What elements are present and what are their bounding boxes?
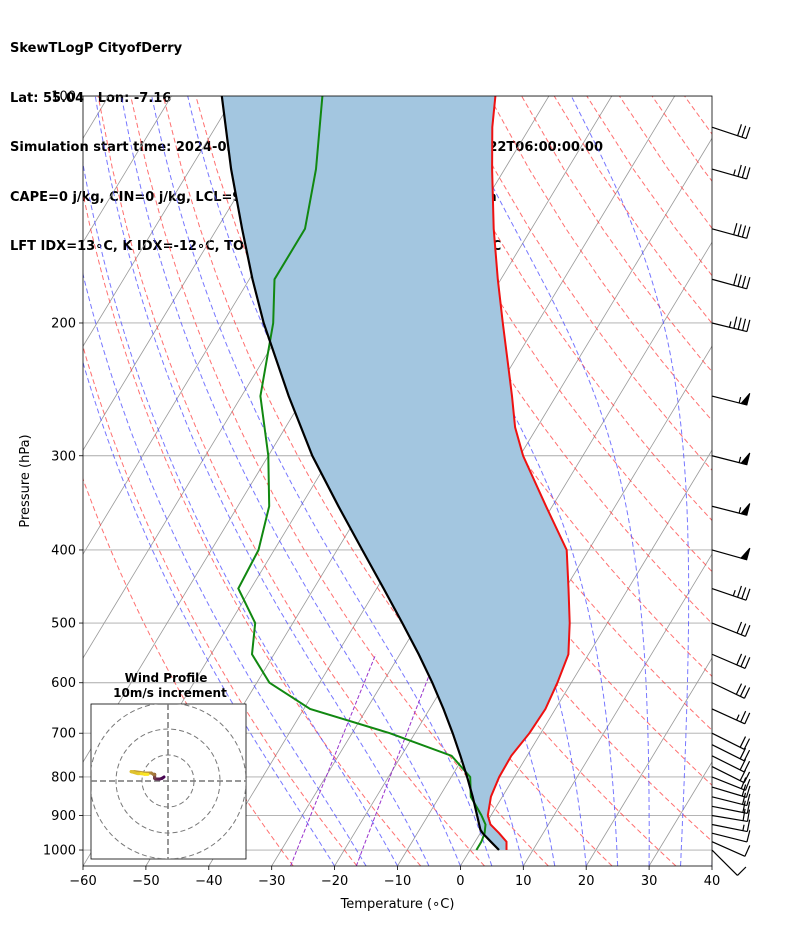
isotherm-line bbox=[648, 761, 712, 866]
isotherm-line bbox=[83, 96, 172, 244]
isotherm-line bbox=[83, 96, 235, 347]
header-station: SkewTLogP CityofDerry bbox=[10, 41, 183, 56]
y-tick-label: 300 bbox=[51, 449, 76, 464]
dewpoint-profile bbox=[237, 96, 487, 851]
wind-barb bbox=[711, 392, 751, 406]
x-tick-label: −10 bbox=[384, 874, 411, 889]
wind-barb bbox=[711, 452, 751, 466]
dry-adiabat-line bbox=[618, 96, 712, 230]
wind-barb bbox=[711, 621, 751, 637]
dry-adiabat-line bbox=[586, 96, 712, 277]
isotherm-line bbox=[585, 657, 712, 866]
y-tick-label: 400 bbox=[51, 543, 76, 558]
moist-adiabat-line bbox=[447, 96, 650, 866]
wind-barb bbox=[711, 830, 751, 843]
isotherm-line bbox=[83, 96, 298, 451]
x-tick-label: −50 bbox=[132, 874, 159, 889]
x-tick-label: −30 bbox=[258, 874, 285, 889]
wind-barb bbox=[711, 124, 751, 140]
isotherm-line bbox=[460, 449, 712, 866]
isotherm-line bbox=[775, 96, 794, 866]
dry-adiabat-line bbox=[358, 96, 712, 625]
inset-title: Wind Profile bbox=[125, 671, 208, 685]
wind-barb bbox=[711, 316, 751, 333]
profile-layer bbox=[220, 96, 571, 851]
wind-barb bbox=[711, 819, 751, 833]
y-tick-label: 800 bbox=[51, 770, 76, 785]
isotherm-line bbox=[334, 241, 712, 866]
wind-barb bbox=[711, 223, 751, 239]
dry-adiabat-line bbox=[83, 191, 422, 866]
wind-barb bbox=[711, 841, 751, 857]
wind-barb bbox=[711, 792, 751, 807]
y-axis-label: Pressure (hPa) bbox=[18, 434, 33, 527]
moist-adiabat-line bbox=[744, 96, 794, 866]
wind-barb bbox=[711, 776, 751, 791]
dry-adiabat-line bbox=[521, 96, 712, 373]
y-tick-label: 900 bbox=[51, 809, 76, 824]
moist-adiabat-line bbox=[94, 96, 430, 866]
wind-barb bbox=[711, 808, 751, 823]
wind-barb bbox=[711, 744, 751, 762]
moist-adiabat-line bbox=[83, 161, 398, 866]
cape-cin-fill-layer bbox=[221, 96, 570, 850]
isotherm-line bbox=[522, 553, 712, 866]
wind-barb-layer bbox=[711, 124, 751, 876]
x-tick-label: 30 bbox=[641, 874, 658, 889]
x-axis-label: Temperature (∘C) bbox=[340, 897, 455, 912]
dry-adiabat-line bbox=[750, 96, 794, 866]
wind-barb bbox=[711, 766, 751, 784]
mixing-ratio-line bbox=[355, 654, 438, 866]
y-tick-label: 1000 bbox=[43, 844, 76, 859]
wind-barb bbox=[711, 800, 751, 814]
moist-adiabat-line bbox=[151, 96, 493, 866]
wind-barb bbox=[711, 164, 751, 180]
wind-barb bbox=[711, 547, 751, 561]
moist-adiabat-line bbox=[570, 96, 690, 866]
dry-adiabat-line bbox=[684, 96, 712, 135]
wind-barb bbox=[711, 708, 751, 725]
y-tick-label: 600 bbox=[51, 676, 76, 691]
y-tick-label: 200 bbox=[51, 316, 76, 331]
x-tick-label: −20 bbox=[321, 874, 348, 889]
parcel-profile bbox=[220, 96, 500, 851]
dry-adiabat-line bbox=[83, 344, 358, 866]
temperature-profile bbox=[486, 96, 571, 850]
dry-adiabat-line bbox=[97, 96, 485, 866]
y-tick-label: 700 bbox=[51, 727, 76, 742]
x-tick-label: 0 bbox=[456, 874, 464, 889]
moist-adiabat-line bbox=[711, 859, 712, 866]
cin-shading bbox=[221, 96, 570, 850]
wind-barb bbox=[711, 273, 751, 290]
dry-adiabat-line bbox=[390, 96, 712, 573]
x-tick-label: 40 bbox=[704, 874, 721, 889]
axis-layer: −60 −50 −40 −30 −20 −10 0 10 20 30 40 1000 900 800 700… bbox=[43, 90, 720, 890]
wind-barb bbox=[711, 732, 751, 750]
wind-barb bbox=[711, 585, 751, 601]
y-tick-label: 500 bbox=[51, 617, 76, 632]
wind-barb bbox=[711, 653, 751, 669]
x-tick-label: 20 bbox=[578, 874, 595, 889]
x-tick-label: 10 bbox=[515, 874, 532, 889]
dry-adiabat-line bbox=[782, 96, 794, 866]
wind-barb bbox=[711, 503, 751, 516]
x-tick-label: −40 bbox=[195, 874, 222, 889]
wind-profile-inset: Wind Profile 10m/s increment bbox=[90, 671, 247, 860]
x-tick-label: −60 bbox=[69, 874, 96, 889]
y-tick-label: 100 bbox=[51, 90, 76, 105]
inset-subtitle: 10m/s increment bbox=[113, 686, 227, 700]
wind-barb bbox=[711, 849, 747, 876]
dry-adiabat-line bbox=[83, 477, 294, 866]
dry-adiabat-line bbox=[130, 96, 549, 866]
moist-adiabat-line bbox=[83, 272, 367, 866]
moist-adiabat-line bbox=[121, 96, 461, 866]
wind-barb bbox=[711, 682, 751, 699]
dry-adiabat-line bbox=[553, 96, 712, 325]
mixing-ratio-line bbox=[290, 654, 377, 866]
dry-adiabat-line bbox=[717, 96, 794, 866]
